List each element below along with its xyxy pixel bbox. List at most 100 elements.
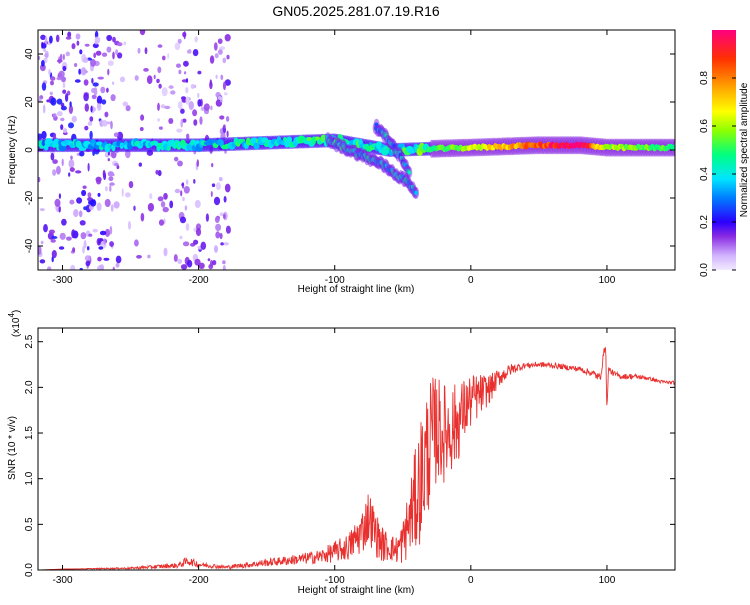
noise-blob [68, 105, 73, 114]
x-tick-label: -100 [325, 275, 345, 286]
noise-blob [104, 111, 109, 118]
noise-blob [182, 241, 190, 247]
noise-blob [39, 259, 46, 264]
noise-blob [153, 74, 156, 80]
noise-blob [96, 178, 102, 185]
noise-blob [56, 98, 63, 105]
noise-blob [182, 196, 185, 202]
noise-blob [40, 240, 44, 245]
y-tick-label: 40 [24, 48, 35, 60]
noise-blob [87, 192, 92, 198]
noise-blob [186, 259, 193, 268]
noise-blob [220, 74, 224, 81]
noise-blob [41, 130, 47, 140]
noise-blob [185, 96, 190, 105]
noise-blob [96, 202, 102, 211]
noise-blob [52, 169, 57, 176]
noise-blob [67, 31, 72, 38]
noise-blob [74, 63, 78, 67]
noise-blob [211, 163, 214, 168]
noise-blob [90, 59, 96, 67]
noise-blob [60, 124, 64, 130]
snr-frame [37, 327, 676, 571]
noise-blob [214, 245, 218, 253]
noise-blob [61, 218, 67, 226]
noise-blob [43, 224, 48, 233]
noise-blob [71, 115, 77, 123]
noise-blob [157, 118, 161, 122]
noise-blob [188, 49, 192, 53]
noise-blob [80, 232, 87, 240]
noise-blob [180, 264, 188, 270]
y-tick-label: 0.0 [24, 563, 35, 577]
noise-blob [49, 35, 53, 44]
noise-blob [210, 191, 213, 197]
noise-blob [62, 65, 67, 72]
x-tick-label: 0 [468, 575, 474, 586]
noise-blob [157, 66, 162, 74]
noise-blob [51, 250, 57, 259]
noise-blob [124, 192, 131, 198]
noise-blob [149, 193, 153, 200]
noise-blob [167, 53, 170, 59]
noise-blob [137, 47, 141, 54]
noise-blob [104, 228, 111, 237]
colorbar-tick-label: 0.8 [699, 71, 710, 85]
noise-blob [214, 216, 220, 224]
noise-blob [115, 255, 122, 264]
noise-blob [49, 91, 53, 96]
noise-blob [223, 124, 226, 129]
noise-blob [86, 246, 90, 251]
noise-blob [61, 158, 64, 167]
noise-blob [219, 212, 224, 217]
noise-blob [119, 76, 126, 83]
snr-panel: -300 -200 -100 0 100 0.0 0.5 1.0 1.5 2.0 2.5 Heigh… [7, 310, 676, 596]
noise-blob [38, 177, 41, 183]
noise-blob [117, 52, 123, 59]
noise-blob [158, 219, 165, 226]
noise-blob [84, 43, 90, 47]
spectrogram-xlabel: Height of straight line (km) [298, 284, 415, 295]
snr-marks [38, 347, 675, 570]
noise-blob [101, 99, 107, 105]
noise-blob [116, 131, 124, 141]
noise-blob [222, 81, 227, 91]
y-tick-label: 2.0 [24, 380, 35, 394]
noise-blob [96, 95, 103, 105]
noise-blob [195, 227, 202, 237]
noise-blob [214, 53, 219, 59]
x-tick-label: -200 [189, 275, 209, 286]
noise-blob [50, 152, 55, 161]
noise-blob [91, 94, 97, 100]
noise-blob [198, 262, 205, 269]
y-tick-label: 2.5 [24, 334, 35, 348]
noise-blob [162, 206, 169, 213]
snr-ylabel: SNR (10 * v/v) [7, 416, 18, 480]
noise-blob [42, 104, 46, 114]
noise-blob [215, 223, 222, 232]
noise-blob [226, 130, 229, 138]
noise-blob [41, 41, 44, 49]
noise-blob [192, 49, 199, 57]
noise-blob [194, 199, 201, 209]
noise-blob [98, 246, 104, 250]
noise-blob [47, 266, 52, 270]
noise-blob [71, 229, 76, 239]
noise-blob [174, 188, 181, 194]
noise-blob [93, 52, 97, 59]
noise-blob [112, 36, 116, 43]
noise-blob [53, 113, 57, 118]
noise-blob [169, 200, 174, 209]
noise-blob [56, 76, 63, 81]
noise-blob [188, 101, 194, 110]
line-blob [253, 142, 260, 150]
noise-blob [58, 193, 62, 199]
noise-blob [133, 205, 136, 211]
noise-blob [62, 53, 65, 61]
noise-blob [170, 90, 176, 95]
noise-blob [94, 36, 101, 44]
noise-blob [103, 238, 106, 245]
noise-blob [62, 82, 66, 89]
noise-blob [106, 87, 109, 93]
noise-blob [197, 99, 202, 107]
